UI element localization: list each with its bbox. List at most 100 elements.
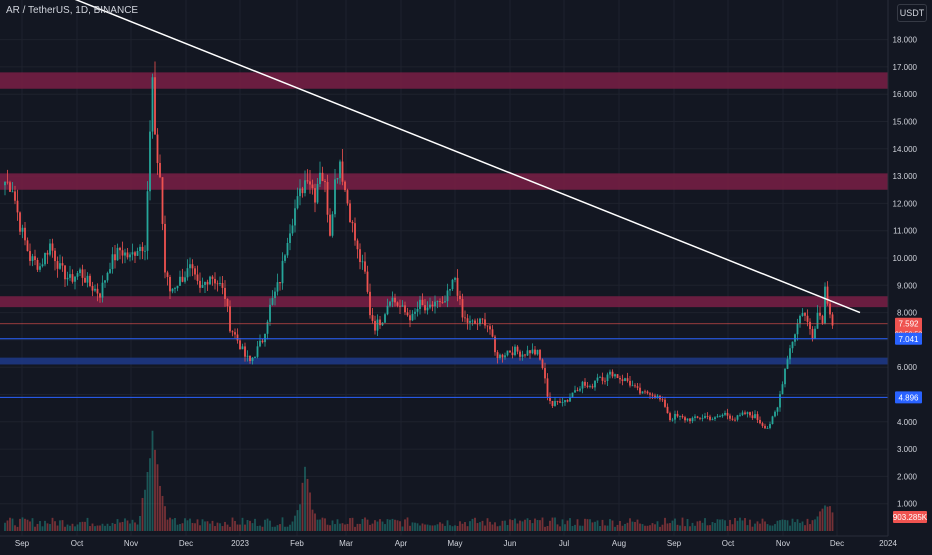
volume-bar	[49, 524, 51, 531]
y-tick-label: 3.000	[897, 445, 918, 454]
candle-body	[441, 302, 444, 303]
candle-body	[279, 282, 281, 284]
candle-body	[649, 393, 651, 395]
candle-body	[819, 312, 821, 316]
volume-bar	[559, 526, 561, 531]
volume-bar	[44, 520, 46, 531]
volume-bar	[679, 525, 681, 531]
candle-body	[509, 350, 511, 353]
volume-bar	[76, 524, 79, 531]
candle-body	[551, 400, 554, 406]
volume-bar	[401, 526, 404, 531]
candle-body	[571, 392, 574, 397]
volume-bar	[129, 523, 131, 531]
candle-body	[636, 386, 639, 388]
symbol-title[interactable]: AR / TetherUS, 1D, BINANCE	[6, 5, 139, 16]
candle-body	[286, 242, 289, 256]
volume-bar	[601, 519, 604, 531]
volume-bar	[239, 524, 241, 531]
candle-body	[766, 428, 769, 429]
candle-body	[164, 223, 166, 273]
candle-body	[564, 400, 566, 403]
volume-bar	[556, 524, 559, 531]
volume-bar	[394, 519, 396, 531]
volume-bar	[251, 523, 254, 531]
volume-bar	[639, 523, 641, 531]
candle-body	[344, 181, 346, 191]
volume-bar	[629, 518, 631, 531]
volume-bar	[694, 525, 696, 531]
volume-bar	[429, 525, 431, 531]
volume-bar	[174, 518, 176, 531]
candle-body	[641, 391, 644, 394]
volume-bar	[574, 524, 576, 531]
volume-bar	[236, 524, 239, 531]
candle-body	[309, 181, 311, 185]
candle-body	[561, 402, 564, 403]
candle-body	[426, 307, 429, 311]
volume-bar	[99, 525, 101, 531]
volume-bar	[399, 521, 401, 531]
volume-bar	[344, 524, 346, 531]
volume-bar	[296, 510, 299, 531]
time-axis[interactable]	[0, 536, 932, 550]
candle-body	[651, 394, 654, 396]
candle-body	[674, 413, 676, 420]
volume-bar	[456, 525, 459, 531]
volume-bar	[264, 519, 266, 531]
candle-body	[694, 416, 696, 418]
volume-bar	[736, 520, 739, 531]
volume-bar	[156, 464, 159, 531]
candle-body	[151, 77, 154, 132]
candle-body	[176, 285, 179, 289]
candle-body	[419, 299, 421, 309]
volume-bar	[609, 519, 611, 531]
x-tick-label: Aug	[612, 539, 626, 548]
currency-button[interactable]: USDT	[897, 4, 927, 22]
candle-body	[189, 264, 191, 269]
volume-bar	[564, 524, 566, 531]
candle-body	[341, 161, 344, 182]
candle-body	[516, 346, 519, 352]
candle-body	[439, 301, 441, 303]
candle-body	[296, 196, 299, 209]
x-axis-labels: Sep Oct Nov Dec 2023 Feb Mar Apr May Jun Jul Aug Sep…	[15, 539, 898, 548]
candle-body	[469, 320, 471, 323]
volume-bar	[666, 523, 669, 531]
volume-bar	[826, 506, 829, 531]
candle-body	[291, 225, 294, 234]
volume-bar	[149, 458, 151, 531]
volume-bar	[384, 524, 386, 531]
volume-bar	[481, 520, 484, 531]
candle-body	[144, 250, 146, 252]
volume-bar	[781, 519, 784, 531]
candle-body	[94, 288, 96, 291]
volume-bar	[379, 519, 381, 531]
volume-bar	[541, 517, 544, 531]
candle-body	[336, 178, 339, 180]
candle-body	[184, 277, 186, 282]
candle-body	[79, 269, 81, 274]
candle-body	[21, 227, 24, 232]
volume-bar	[219, 523, 221, 531]
volume-bar	[569, 518, 571, 531]
volume-bar	[769, 525, 771, 531]
volume-bar	[499, 525, 501, 531]
candle-body	[156, 134, 159, 163]
volume-bar	[501, 520, 504, 531]
volume-bar	[526, 518, 529, 531]
candle-body	[664, 399, 666, 407]
volume-bar	[746, 525, 749, 531]
volume-bar	[126, 520, 129, 531]
volume-bar	[111, 522, 114, 531]
candle-body	[764, 425, 766, 429]
price-axis[interactable]	[888, 0, 932, 536]
candle-body	[386, 305, 389, 315]
volume-bar	[794, 522, 796, 531]
resistance-zone	[0, 173, 888, 190]
candle-body	[234, 332, 236, 335]
x-tick-label: Oct	[722, 539, 735, 548]
candle-body	[449, 289, 451, 291]
